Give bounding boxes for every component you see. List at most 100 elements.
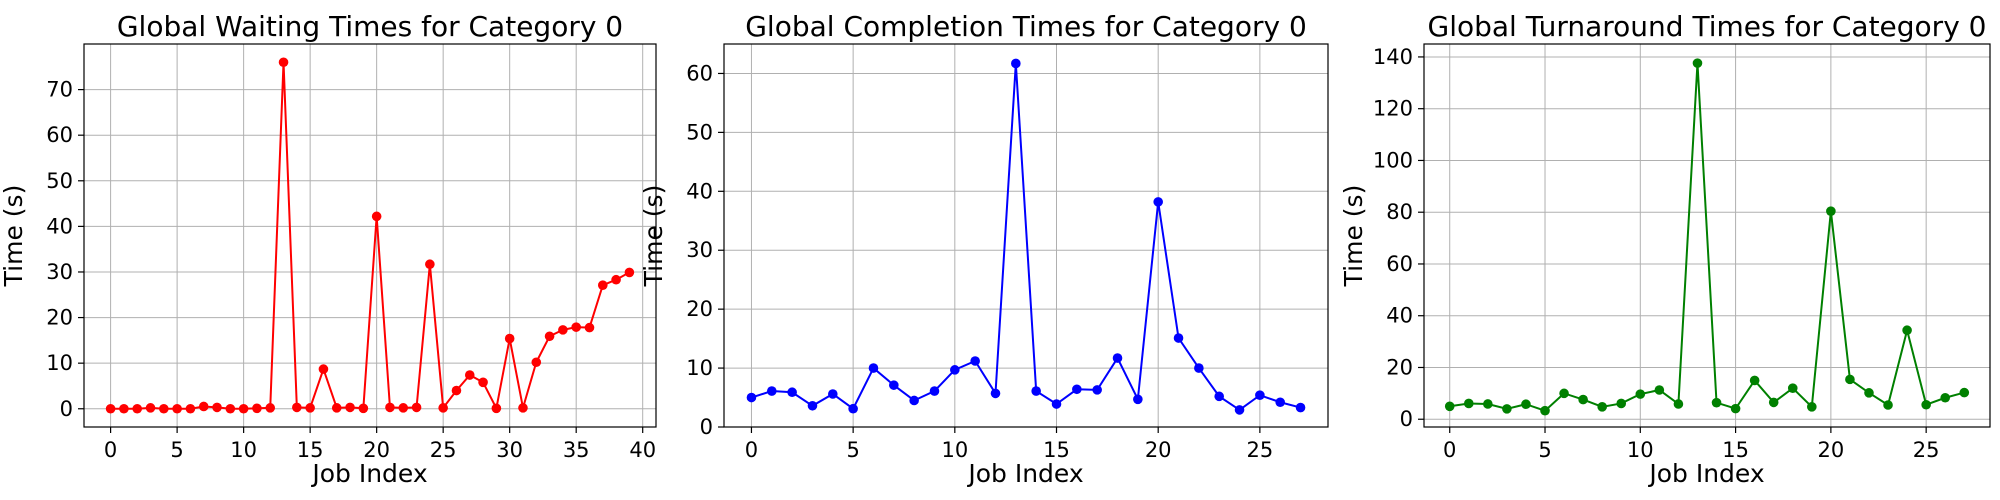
data-point	[1845, 374, 1855, 385]
axis-ticks: 0 5 10 15 20 25 0 10 20 30 40 50 60	[686, 61, 1273, 462]
data-point	[1940, 392, 1951, 403]
data-point	[1616, 398, 1627, 409]
y-tick-label: 140	[1373, 45, 1413, 69]
turnaround-times-chart: Global Turnaround Times for Category 0 0…	[1339, 10, 1991, 488]
data-point	[1559, 388, 1569, 399]
data-point	[1133, 394, 1143, 405]
data-point	[331, 403, 342, 413]
data-point	[265, 403, 276, 413]
data-point	[1711, 397, 1722, 408]
x-tick-label: 10	[1627, 438, 1654, 462]
data-point	[1654, 385, 1665, 395]
data-point	[848, 403, 858, 414]
x-tick-label: 20	[1818, 438, 1845, 462]
data-point	[105, 403, 116, 414]
data-point	[305, 403, 315, 413]
y-tick-label: 0	[1400, 407, 1413, 431]
data-point	[828, 389, 838, 399]
x-tick-label: 0	[745, 438, 758, 462]
y-tick-label: 20	[46, 306, 73, 330]
data-point	[889, 380, 899, 390]
data-point	[597, 280, 608, 290]
chart-title: Global Turnaround Times for Category 0	[1428, 10, 1987, 43]
y-tick-label: 50	[46, 169, 73, 193]
data-point	[624, 267, 635, 278]
data-point	[807, 400, 818, 411]
y-tick-label: 20	[1386, 355, 1413, 379]
data-point	[1521, 399, 1531, 410]
data-point	[1921, 399, 1931, 410]
data-point	[1597, 402, 1607, 412]
x-tick-label: 30	[496, 438, 523, 462]
data-point	[1673, 399, 1684, 409]
y-tick-label: 30	[686, 238, 713, 262]
series-line	[751, 63, 1301, 412]
data-point	[558, 325, 568, 335]
y-tick-label: 60	[686, 61, 713, 85]
data-point	[1444, 401, 1455, 412]
x-tick-label: 15	[297, 438, 324, 462]
series-line	[110, 62, 630, 412]
series-line-group	[746, 58, 1306, 415]
y-axis-label: Time (s)	[1339, 185, 1368, 288]
x-tick-label: 5	[846, 438, 859, 462]
data-point	[571, 322, 581, 332]
chart-title: Global Waiting Times for Category 0	[117, 10, 623, 43]
y-tick-label: 80	[1386, 200, 1413, 224]
data-point	[1194, 363, 1204, 373]
data-point	[1153, 197, 1163, 207]
data-point	[1295, 402, 1306, 413]
x-tick-label: 15	[1722, 438, 1749, 462]
y-tick-label: 100	[1373, 148, 1413, 172]
data-point	[252, 403, 262, 414]
plot-frame	[1423, 43, 1991, 428]
x-tick-label: 25	[1247, 438, 1274, 462]
data-point	[1692, 58, 1703, 68]
data-point	[345, 402, 355, 413]
y-tick-label: 60	[1386, 252, 1413, 276]
data-point	[1031, 386, 1041, 396]
plot-frame	[83, 43, 657, 428]
data-point	[185, 403, 196, 414]
data-point	[584, 322, 595, 333]
y-tick-label: 40	[1386, 304, 1413, 328]
data-point	[1255, 390, 1265, 400]
data-point	[909, 395, 919, 406]
data-point	[159, 403, 169, 414]
data-point	[318, 364, 329, 374]
data-point	[238, 403, 249, 414]
x-axis-label: Job Index	[1647, 459, 1764, 488]
y-tick-label: 0	[60, 397, 73, 421]
y-axis-label: Time (s)	[0, 185, 28, 288]
y-tick-label: 120	[1373, 97, 1413, 121]
data-point	[425, 259, 435, 270]
data-point	[1749, 375, 1760, 386]
data-point	[172, 403, 182, 414]
data-point	[990, 388, 1001, 399]
y-tick-label: 10	[686, 356, 713, 380]
series-line-group	[1444, 58, 1970, 416]
data-point	[464, 370, 475, 380]
data-point	[1112, 353, 1123, 363]
data-point	[411, 402, 422, 413]
data-point	[1768, 397, 1779, 408]
y-tick-label: 30	[46, 260, 73, 284]
x-tick-label: 20	[363, 438, 390, 462]
data-point	[1463, 398, 1474, 409]
data-point	[132, 403, 143, 414]
data-point	[1173, 333, 1184, 343]
y-axis-label: Time (s)	[639, 185, 668, 288]
chart-title: Global Completion Times for Category 0	[745, 10, 1307, 43]
data-point	[970, 356, 980, 366]
data-point	[1072, 384, 1082, 395]
data-point	[491, 403, 502, 414]
data-point	[518, 403, 528, 413]
data-point	[292, 402, 302, 413]
y-tick-label: 20	[686, 297, 713, 321]
data-point	[1902, 325, 1912, 336]
data-point	[1787, 383, 1798, 393]
data-point	[1275, 397, 1286, 408]
y-tick-label: 60	[46, 123, 73, 147]
data-point	[225, 403, 236, 414]
